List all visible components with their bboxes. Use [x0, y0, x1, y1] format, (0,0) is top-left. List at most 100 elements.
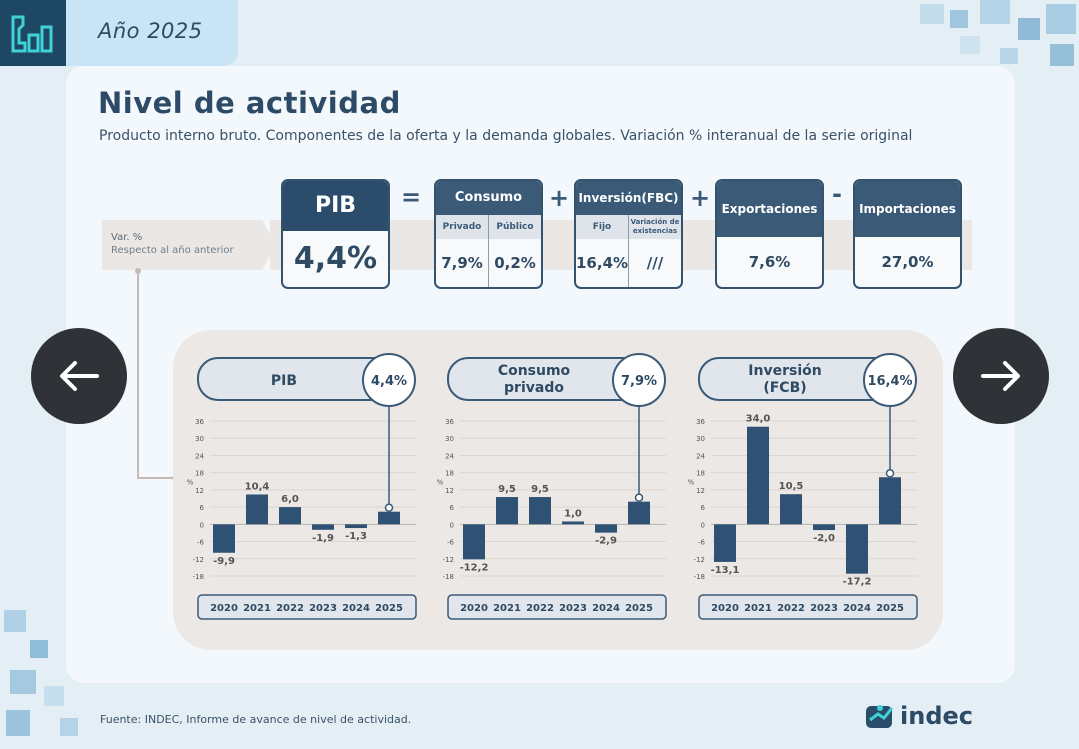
y-tick-label: -18 — [694, 573, 705, 581]
badge-connector-dot — [634, 493, 644, 502]
variation-label: Var. % Respecto al año anterior — [102, 220, 276, 270]
consumo-label: Consumo — [436, 181, 541, 215]
variation-label-line1: Var. % — [111, 232, 143, 243]
next-button[interactable] — [953, 328, 1049, 424]
x-tick-label: 2023 — [559, 603, 587, 614]
page-subtitle: Producto interno bruto. Componentes de l… — [99, 128, 913, 144]
bar — [213, 524, 235, 553]
y-tick-label: 24 — [195, 452, 204, 460]
x-tick-label: 2021 — [493, 603, 521, 614]
exportaciones-value: 7,6% — [748, 253, 791, 271]
y-tick-label: -12 — [443, 556, 454, 564]
bar-data-label: -13,1 — [711, 565, 740, 576]
y-tick-label: -6 — [698, 539, 706, 547]
x-tick-label: 2020 — [460, 603, 488, 614]
chart-badge-value: 16,4% — [867, 374, 912, 389]
bar — [747, 426, 769, 525]
x-tick-label: 2025 — [375, 603, 403, 614]
bar — [595, 524, 617, 533]
y-axis-label: % — [688, 478, 695, 486]
y-tick-label: 36 — [445, 418, 454, 426]
x-tick-label: 2022 — [777, 603, 805, 614]
x-axis-pill — [197, 594, 417, 620]
inversion-fijo-value: 16,4% — [576, 239, 630, 287]
bar — [246, 494, 268, 525]
previous-button[interactable] — [31, 328, 127, 424]
importaciones-label: Importaciones — [855, 181, 960, 237]
chart-title: Consumo — [498, 363, 571, 379]
y-tick-label: 18 — [195, 470, 204, 478]
bar — [378, 511, 400, 525]
pib-summary-box: PIB 4,4% — [281, 179, 390, 289]
inversion-existencias-label: Variación de existencias — [630, 218, 680, 235]
y-tick-label: 0 — [701, 521, 705, 529]
y-tick-label: 36 — [195, 418, 204, 426]
page-title: Nivel de actividad — [98, 86, 401, 120]
bar-data-label: -1,9 — [312, 533, 334, 544]
bar — [846, 524, 868, 574]
app-logo — [0, 0, 66, 66]
consumo-privado-label: Privado — [436, 215, 489, 239]
indec-logo: indec — [865, 702, 973, 730]
y-tick-label: -18 — [193, 573, 204, 581]
y-tick-label: 6 — [450, 504, 455, 512]
y-axis-label: % — [187, 478, 194, 486]
y-tick-label: -6 — [197, 539, 205, 547]
bar — [279, 507, 301, 525]
x-tick-label: 2024 — [342, 603, 370, 614]
year-title: Año 2025 — [98, 19, 203, 43]
arrow-left-icon — [60, 361, 99, 391]
x-tick-label: 2023 — [309, 603, 337, 614]
arrow-right-icon — [981, 361, 1020, 391]
bar-data-label: -9,9 — [213, 556, 235, 567]
y-tick-label: 6 — [200, 504, 205, 512]
plus-sign-1: + — [549, 184, 570, 212]
source-footnote: Fuente: INDEC, Informe de avance de nive… — [100, 713, 412, 726]
pib-summary-value: 4,4% — [293, 241, 378, 276]
exportaciones-label: Exportaciones — [717, 181, 822, 237]
bar-data-label: -1,3 — [345, 531, 367, 542]
consumo-box: Consumo Privado Público 7,9% 0,2% — [434, 179, 543, 289]
y-tick-label: -18 — [443, 573, 454, 581]
bar-data-label: 10,4 — [245, 481, 270, 492]
chart-title: Inversión — [748, 363, 821, 379]
y-tick-label: 24 — [445, 452, 454, 460]
bar — [628, 501, 650, 525]
x-axis-pill — [698, 594, 918, 620]
importaciones-box: Importaciones 27,0% — [853, 179, 962, 289]
bar-data-label: 10,5 — [779, 481, 804, 492]
y-tick-label: 12 — [696, 487, 705, 495]
brand-name: indec — [900, 702, 973, 730]
inversion-box: Inversión(FBC) Fijo Variación de existen… — [574, 179, 683, 289]
x-tick-label: 2022 — [526, 603, 554, 614]
importaciones-value: 27,0% — [881, 253, 934, 271]
exportaciones-box: Exportaciones 7,6% — [715, 179, 824, 289]
badge-connector-dot — [384, 503, 394, 512]
y-tick-label: 0 — [200, 521, 204, 529]
x-tick-label: 2020 — [210, 603, 238, 614]
y-tick-label: 12 — [195, 487, 204, 495]
chart-title: PIB — [271, 373, 297, 389]
bar — [714, 524, 736, 562]
minus-sign: - — [832, 180, 842, 208]
consumo-privado-value: 7,9% — [436, 239, 489, 287]
bar-data-label: 9,5 — [498, 484, 516, 495]
y-tick-label: 24 — [696, 452, 705, 460]
badge-connector-dot — [885, 469, 895, 478]
bar-data-label: -17,2 — [843, 577, 872, 588]
y-tick-label: -6 — [447, 539, 455, 547]
y-tick-label: -12 — [694, 556, 705, 564]
variation-label-line2: Respecto al año anterior — [111, 245, 234, 256]
bar-data-label: -12,2 — [460, 562, 489, 573]
bar-data-label: 1,0 — [564, 508, 582, 519]
bar-data-label: -2,0 — [813, 533, 835, 544]
consumo-publico-value: 0,2% — [494, 254, 536, 272]
bar — [780, 494, 802, 525]
bar-data-label: -2,9 — [595, 536, 617, 547]
chart-badge-value: 4,4% — [371, 374, 407, 389]
bar-data-label: 6,0 — [281, 494, 299, 505]
building-chart-icon — [11, 15, 53, 53]
bar — [312, 524, 334, 530]
plus-sign-2: + — [690, 184, 711, 212]
